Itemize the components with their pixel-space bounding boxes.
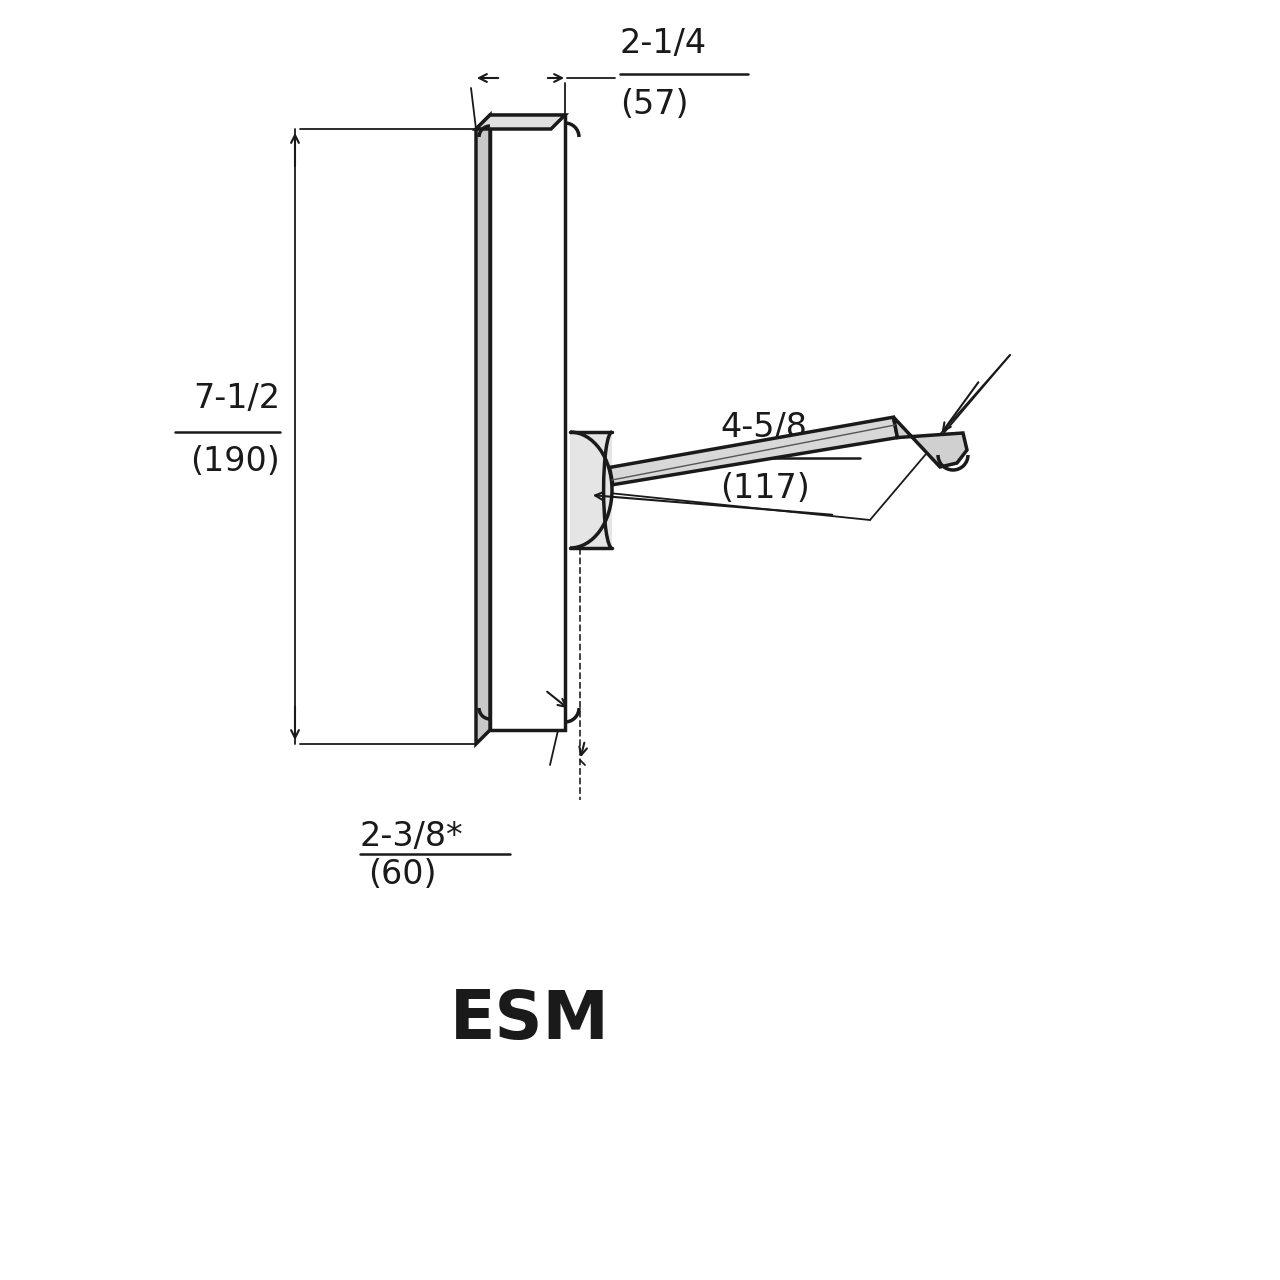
Text: 7-1/2: 7-1/2 [193, 381, 280, 415]
Text: 4-5/8: 4-5/8 [719, 411, 806, 444]
Text: (190): (190) [191, 444, 280, 477]
Text: ESM: ESM [451, 987, 609, 1053]
Text: (60): (60) [369, 858, 436, 891]
Polygon shape [476, 115, 490, 744]
Text: 2-3/8*: 2-3/8* [360, 820, 463, 852]
Polygon shape [490, 115, 564, 730]
Polygon shape [609, 417, 897, 485]
Polygon shape [570, 433, 612, 548]
Text: (57): (57) [620, 88, 689, 122]
Polygon shape [476, 115, 564, 129]
Text: (117): (117) [719, 472, 810, 506]
Text: 2-1/4: 2-1/4 [620, 27, 707, 60]
Polygon shape [893, 417, 966, 467]
